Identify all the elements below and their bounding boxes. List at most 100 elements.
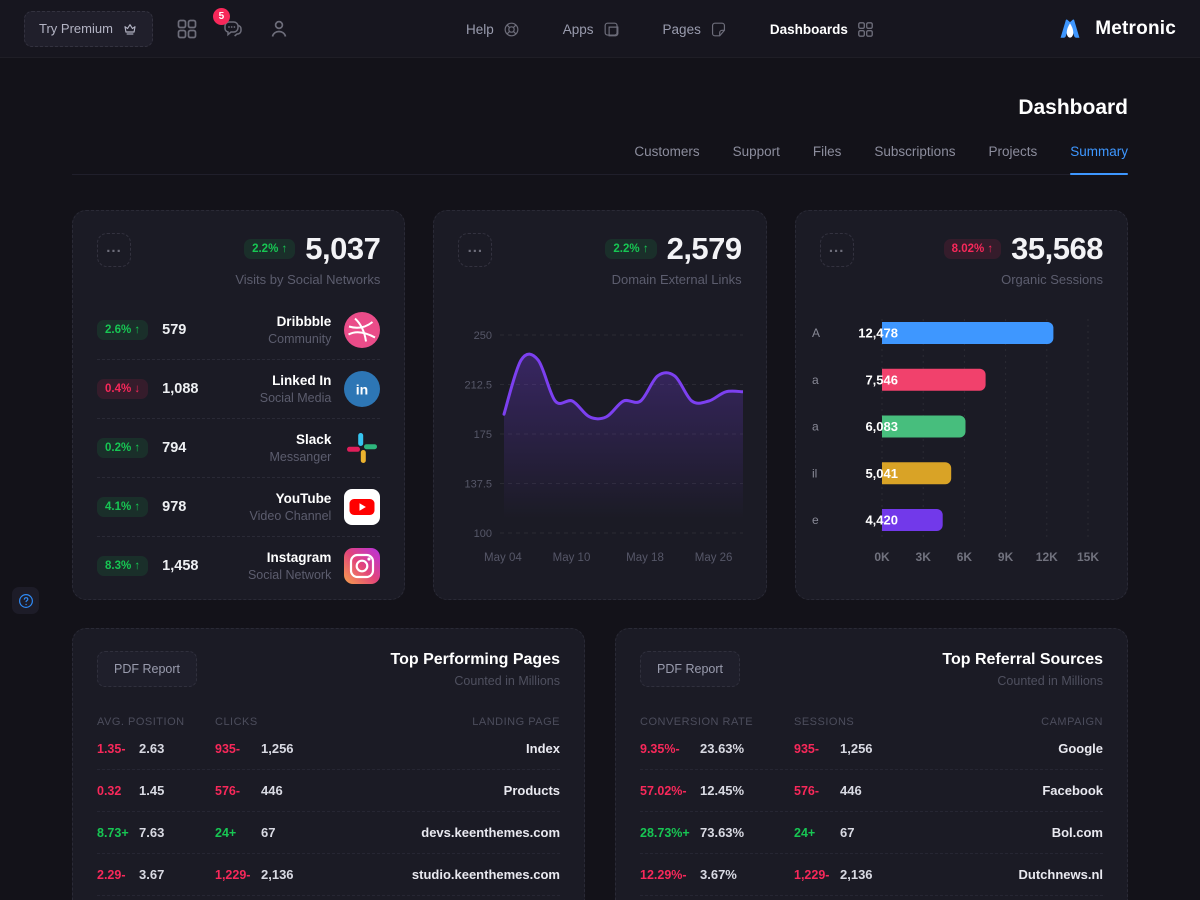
metric-value: 1,256 [261, 741, 294, 756]
svg-text:in: in [356, 382, 368, 398]
dashboards-grid-icon [856, 20, 875, 39]
svg-text:175: 175 [474, 429, 492, 441]
social-network-row: 2.6% ↑ 579 Dribbble Community [97, 301, 381, 360]
table-rows: 9.35%- 23.63% 935- 1,256 Google 57.02%- … [640, 728, 1103, 896]
menu-item-apps[interactable]: Apps [563, 20, 621, 39]
stat-subtitle: Domain External Links [611, 272, 742, 287]
change-badge: 2.2% ↑ [244, 238, 296, 259]
delta-value: 24+ [215, 825, 237, 840]
column-clicks: CLICKS [215, 716, 258, 728]
column-campaign: CAMPAIGN [1041, 716, 1103, 728]
table-subtitle: Counted in Millions [454, 674, 560, 688]
network-description: Social Network [247, 568, 332, 582]
tab-projects[interactable]: Projects [988, 144, 1038, 159]
instagram-icon [344, 548, 381, 584]
svg-text:6,083: 6,083 [865, 419, 898, 434]
apps-grid-icon[interactable] [175, 17, 199, 41]
chat-icon[interactable]: 5 [212, 7, 245, 41]
lifebuoy-icon [502, 20, 521, 39]
svg-text:May 18: May 18 [626, 552, 664, 564]
delta-value: 0.32 [97, 783, 122, 798]
brand[interactable]: Metronic [1054, 15, 1176, 42]
social-network-row: 0.2% ↑ 794 Slack Messanger [97, 419, 381, 478]
table-row: 28.73%+ 73.63% 24+ 67 Bol.com [640, 812, 1103, 854]
card-options-button[interactable]: ... [819, 233, 854, 267]
question-icon [17, 592, 35, 610]
row-label: devs.keenthemes.com [421, 825, 560, 840]
svg-text:May 26: May 26 [695, 552, 733, 564]
user-profile-icon[interactable] [267, 17, 291, 41]
table-row: 2.29- 3.67 1,229- 2,136 studio.keentheme… [97, 854, 560, 896]
stat-value: 35,568 [1011, 231, 1103, 266]
help-floating-button[interactable] [12, 587, 39, 614]
card-domain-external-links: ... 2.2% ↑ 2,579 Domain External Links [433, 210, 767, 600]
delta-value: 8.73+ [97, 825, 129, 840]
metric-value: 7.63 [139, 825, 165, 840]
tab-summary[interactable]: Summary [1070, 144, 1128, 175]
card-visits-by-social-networks: ... 2.2% ↑ 5,037 Visits by Social Networ… [72, 210, 406, 600]
pdf-report-button[interactable]: PDF Report [97, 651, 197, 687]
delta-value: 9.35%- [640, 741, 680, 756]
menu-item-pages[interactable]: Pages [663, 20, 728, 39]
svg-text:A: A [812, 326, 820, 340]
delta-value: 28.73%+ [640, 825, 690, 840]
delta-value: 57.02%- [640, 783, 687, 798]
svg-text:4,420: 4,420 [865, 513, 898, 528]
change-badge: 2.2% ↑ [605, 238, 657, 259]
social-networks-list: 2.6% ↑ 579 Dribbble Community 0.4% ↓ 1,0… [97, 301, 381, 595]
change-badge: 8.02% ↑ [943, 238, 1002, 259]
visits-value: 579 [162, 322, 187, 338]
network-description: Social Media [259, 391, 332, 405]
dashboard-tabs: Customers Support Files Subscriptions Pr… [72, 144, 1128, 175]
tab-customers[interactable]: Customers [634, 144, 700, 159]
svg-text:a: a [812, 373, 819, 387]
domain-external-links-area-chart: 250 212.5 175 137.5 100 May 04 May 10 May 18 May… [465, 330, 744, 564]
tab-files[interactable]: Files [812, 144, 842, 159]
network-name: Instagram [266, 550, 332, 565]
organic-sessions-bar-chart: 0K 3K 6K 9K 12K 15K 12,478 A 7,546 a 6,083 a 5,041 il… [812, 319, 1099, 564]
svg-text:12K: 12K [1035, 550, 1057, 564]
svg-text:May 10: May 10 [553, 552, 591, 564]
change-badge: 0.4% ↓ [97, 379, 149, 399]
youtube-icon [344, 489, 381, 525]
visits-value: 794 [162, 440, 187, 456]
tables-row: PDF Report Top Performing Pages Counted … [72, 628, 1128, 900]
card-top-referral-sources: PDF Report Top Referral Sources Counted … [615, 628, 1128, 900]
svg-text:12,478: 12,478 [858, 326, 898, 341]
pdf-report-button[interactable]: PDF Report [640, 651, 740, 687]
delta-value: 2.29- [97, 867, 126, 882]
social-network-row: 8.3% ↑ 1,458 Instagram Social Network [97, 537, 381, 595]
row-label: studio.keenthemes.com [411, 867, 560, 882]
metric-value: 3.67 [139, 867, 165, 882]
metric-value: 3.67% [700, 867, 737, 882]
notification-count-badge: 5 [212, 7, 230, 25]
page-title: Dashboard [1018, 96, 1128, 119]
network-name: Dribbble [276, 314, 332, 329]
svg-text:15K: 15K [1077, 550, 1099, 564]
card-options-button[interactable]: ... [458, 233, 493, 267]
svg-text:5,041: 5,041 [865, 466, 898, 481]
stat-value: 5,037 [305, 231, 381, 266]
network-name: Linked In [272, 373, 332, 388]
menu-item-dashboards[interactable]: Dashboards [770, 20, 875, 39]
metric-value: 67 [840, 825, 855, 840]
try-premium-button[interactable]: Try Premium [24, 10, 153, 47]
stat-value: 2,579 [666, 231, 743, 266]
tab-support[interactable]: Support [732, 144, 780, 159]
svg-text:212.5: 212.5 [465, 380, 493, 392]
menu-item-help[interactable]: Help [466, 20, 521, 39]
table-row: 9.35%- 23.63% 935- 1,256 Google [640, 728, 1103, 770]
tab-subscriptions[interactable]: Subscriptions [874, 144, 956, 159]
svg-text:9K: 9K [998, 550, 1014, 564]
card-options-button[interactable]: ... [97, 233, 131, 267]
svg-text:0K: 0K [874, 550, 890, 564]
visits-value: 1,458 [162, 558, 199, 574]
social-network-row: 0.4% ↓ 1,088 Linked In Social Media in [97, 360, 381, 419]
visits-value: 978 [162, 499, 187, 515]
square-stack-icon [602, 20, 621, 39]
network-description: Community [268, 332, 332, 346]
metric-value: 73.63% [700, 825, 745, 840]
linkedin-icon: in [344, 371, 381, 407]
delta-value: 12.29%- [640, 867, 687, 882]
row-label: Products [503, 783, 560, 798]
